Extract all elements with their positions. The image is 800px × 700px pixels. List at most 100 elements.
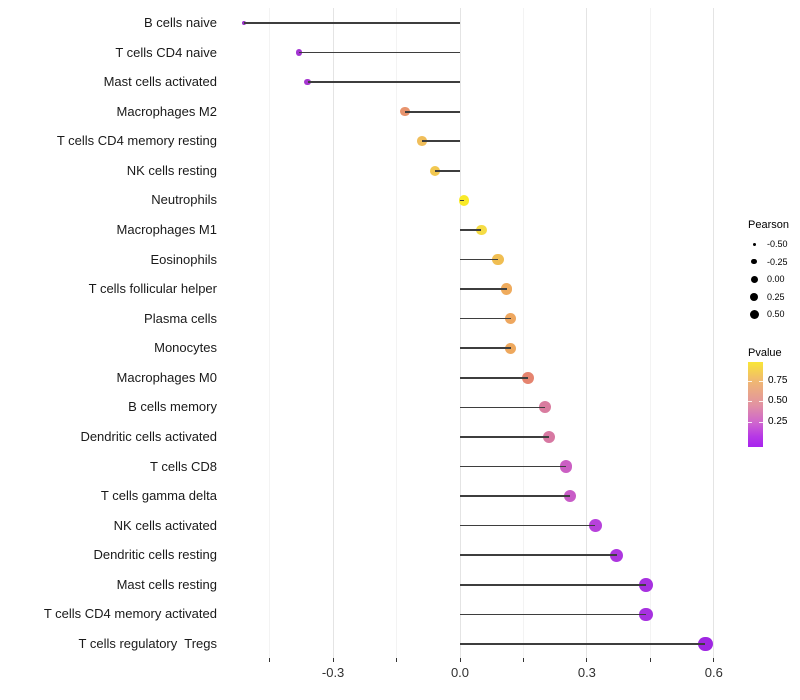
x-axis-tick-label: 0.6 <box>704 665 723 680</box>
category-label: T cells CD8 <box>150 458 217 474</box>
lollipop-dot <box>698 636 713 652</box>
pvalue-bar-tick <box>748 401 752 403</box>
pvalue-legend-label: 0.75 <box>768 374 788 386</box>
pearson-legend-label: -0.50 <box>767 239 788 249</box>
category-label: T cells CD4 naive <box>115 44 217 60</box>
x-axis-tick <box>396 658 398 662</box>
pearson-legend-label: -0.25 <box>767 256 788 267</box>
lollipop-stem <box>244 22 460 24</box>
category-label: T cells regulatory Tregs <box>78 635 217 651</box>
category-label: Macrophages M1 <box>116 221 217 237</box>
gridline-major <box>459 8 461 658</box>
lollipop-dot <box>521 371 534 384</box>
pvalue-bar-tick <box>759 380 763 382</box>
lollipop-dot <box>609 548 624 562</box>
x-axis-tick <box>459 658 461 662</box>
lollipop-dot <box>563 489 577 503</box>
lollipop-stem <box>421 140 460 143</box>
lollipop-dot <box>304 78 312 86</box>
x-axis-tick <box>522 658 524 662</box>
lollipop-stem <box>460 317 511 320</box>
x-axis-tick <box>586 658 588 662</box>
x-axis-tick <box>713 658 715 662</box>
pearson-legend-label: 0.00 <box>767 274 785 284</box>
category-label: T cells follicular helper <box>88 281 217 297</box>
lollipop-stem <box>460 436 549 438</box>
lollipop-stem <box>460 465 566 468</box>
lollipop-dot <box>538 401 551 414</box>
category-label: B cells naive <box>144 15 217 30</box>
pvalue-legend-label: 0.50 <box>768 395 788 407</box>
category-label: Mast cells activated <box>103 74 217 90</box>
pearson-legend-dot <box>749 309 759 319</box>
lollipop-stem <box>405 110 460 113</box>
lollipop-dot <box>639 577 653 592</box>
category-label: T cells gamma delta <box>100 488 217 504</box>
lollipop-stem <box>460 495 570 497</box>
gridline-major <box>332 8 334 658</box>
pearson-legend-dot <box>750 292 758 301</box>
pvalue-bar-tick <box>759 401 763 403</box>
category-label: Eosinophils <box>150 251 218 267</box>
gridline-minor <box>522 8 524 658</box>
pvalue-legend-title: Pvalue <box>748 347 782 359</box>
lollipop-stem <box>460 613 647 616</box>
gridline-minor <box>649 8 651 658</box>
category-label: T cells CD4 memory activated <box>43 606 217 622</box>
pearson-legend-dot <box>751 258 757 265</box>
category-label: Dendritic cells activated <box>80 428 217 444</box>
category-label: Macrophages M0 <box>116 369 217 385</box>
category-label: T cells CD4 memory resting <box>56 133 217 149</box>
lollipop-stem <box>460 643 706 645</box>
lollipop-stem <box>460 229 482 231</box>
category-label: Dendritic cells resting <box>93 547 217 563</box>
x-axis-tick-label: 0.3 <box>577 665 596 680</box>
category-label: Mast cells resting <box>116 576 217 592</box>
pearson-legend-dot <box>752 242 756 246</box>
pearson-legend-label: 0.50 <box>767 309 785 319</box>
x-axis-tick-label: 0.0 <box>450 665 470 680</box>
lollipop-dot <box>639 607 653 622</box>
lollipop-stem <box>460 377 528 379</box>
lollipop-stem <box>460 524 596 527</box>
pearson-legend-dot <box>750 275 758 283</box>
gridline-minor <box>396 8 398 658</box>
pvalue-bar-tick <box>759 421 763 423</box>
gridline-major <box>586 8 588 658</box>
lollipop-stem <box>460 584 647 586</box>
lollipop-stem <box>460 406 545 409</box>
lollipop-dot <box>242 20 247 26</box>
category-label: NK cells resting <box>126 162 217 178</box>
lollipop-stem <box>460 347 511 350</box>
pvalue-gradient-bar <box>748 362 763 447</box>
x-axis-tick-label: -0.3 <box>321 665 345 680</box>
lollipop-stem <box>460 199 465 202</box>
pvalue-bar-tick <box>748 421 752 423</box>
lollipop-dot <box>505 342 517 354</box>
plot-panel <box>223 8 737 658</box>
lollipop-dot <box>500 283 513 295</box>
x-axis-tick <box>649 658 651 662</box>
pvalue-bar-tick <box>748 380 752 382</box>
lollipop-dot <box>505 313 517 325</box>
lollipop-stem <box>434 170 460 172</box>
category-label: Macrophages M2 <box>116 103 217 119</box>
category-label: NK cells activated <box>113 517 217 533</box>
category-label: Monocytes <box>154 340 217 356</box>
pearson-legend-label: 0.25 <box>767 291 785 302</box>
pearson-legend-title: Pearson <box>748 219 789 231</box>
category-label: B cells memory <box>128 399 217 415</box>
pvalue-legend-label: 0.25 <box>768 415 788 427</box>
lollipop-stem <box>460 288 507 290</box>
lollipop-stem <box>299 51 460 54</box>
lollipop-stem <box>460 554 617 557</box>
lollipop-stem <box>307 81 460 83</box>
x-axis-tick <box>269 658 271 662</box>
gridline-major <box>713 8 715 658</box>
category-label: Neutrophils <box>151 192 217 208</box>
gridline-minor <box>269 8 271 658</box>
x-axis-tick <box>332 658 334 662</box>
category-label: Plasma cells <box>144 310 217 326</box>
lollipop-dot <box>417 136 427 147</box>
